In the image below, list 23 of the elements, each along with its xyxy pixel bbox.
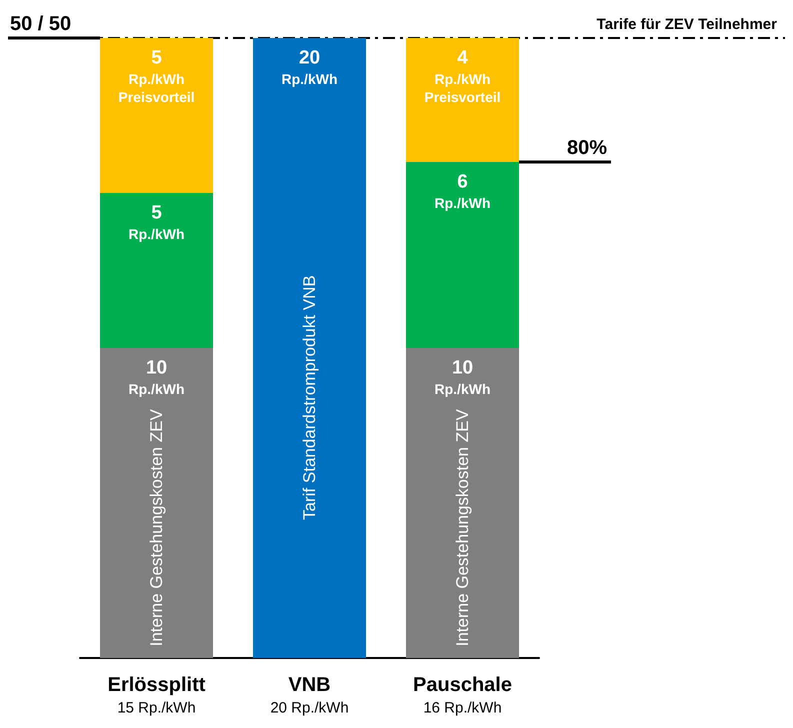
- ref-line-label: Tarife für ZEV Teilnehmer: [596, 16, 778, 33]
- data-label: 10 Rp./kWh: [128, 358, 184, 397]
- bar: [406, 38, 519, 162]
- x-tick-label: Pauschale 16 Rp./kWh: [413, 674, 512, 716]
- bar: [100, 38, 213, 193]
- data-label: 20 Rp./kWh: [282, 48, 338, 87]
- bar: [253, 38, 366, 658]
- bar: [406, 162, 519, 348]
- series-label: Tarif Standardstromprodukt VNB: [300, 275, 319, 520]
- text: 50 / 50: [10, 13, 72, 35]
- text: 80%: [566, 137, 608, 159]
- bar: [100, 193, 213, 348]
- x-tick-label: Erlössplitt 15 Rp./kWh: [108, 674, 206, 716]
- data-label: 5 Rp./kWh Preisvorteil: [118, 48, 195, 105]
- data-label: 10 Rp./kWh: [434, 358, 490, 397]
- text: Interne Gestehungskosten ZEV: [453, 409, 472, 646]
- data-label: 4 Rp./kWh Preisvorteil: [424, 48, 501, 105]
- data-label: 6 Rp./kWh: [434, 172, 490, 211]
- x-tick-label: VNB 20 Rp./kWh: [270, 674, 349, 716]
- data-label: 5 Rp./kWh: [128, 202, 184, 242]
- bar: [100, 348, 213, 658]
- bar: [406, 348, 519, 658]
- series-label: Interne Gestehungskosten ZEV: [147, 408, 166, 646]
